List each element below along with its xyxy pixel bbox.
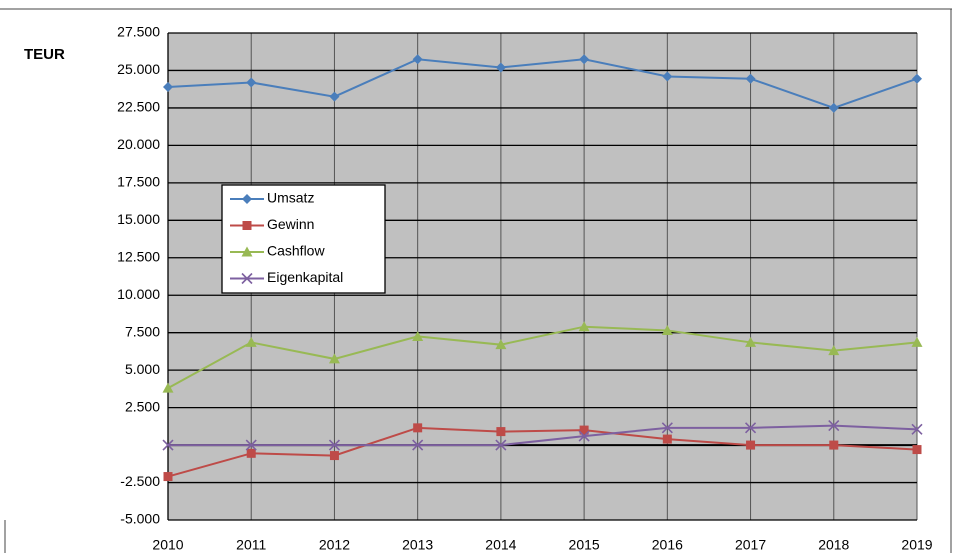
- legend: Umsatz Gewinn Cashflow Eigenkapital: [221, 184, 386, 294]
- data-point: [828, 102, 839, 113]
- y-tick-label: 25.000: [117, 61, 160, 77]
- x-tick-label: 2016: [652, 537, 683, 553]
- data-point: [578, 430, 590, 442]
- series-line: [167, 426, 918, 478]
- data-point: [744, 422, 757, 434]
- x-tick-label: 2013: [402, 537, 433, 553]
- legend-box: [221, 184, 386, 294]
- y-tick-label: 17.500: [117, 174, 160, 190]
- x-tick-label: 2019: [901, 537, 932, 553]
- x-tick-label: 2017: [735, 537, 766, 553]
- y-tick-label: -5.000: [120, 511, 160, 527]
- data-point: [579, 54, 590, 65]
- legend-marker: [242, 221, 252, 230]
- data-point: [912, 73, 922, 84]
- data-point: [578, 321, 590, 332]
- data-point: [661, 324, 673, 335]
- legend-label: Cashflow: [267, 243, 325, 259]
- legend-marker: [241, 272, 253, 285]
- y-tick-label: 7.500: [125, 323, 160, 339]
- legend-marker: [241, 246, 253, 257]
- data-point: [329, 451, 339, 461]
- x-tick-label: 2015: [569, 537, 600, 553]
- data-point: [328, 353, 340, 364]
- data-point: [412, 439, 424, 451]
- data-point: [911, 423, 923, 435]
- data-point: [412, 330, 424, 341]
- y-tick-label: 2.500: [125, 398, 160, 414]
- data-point: [745, 73, 756, 84]
- y-tick-label: 22.500: [117, 99, 160, 115]
- data-point: [328, 439, 341, 451]
- x-tick-label: 2011: [236, 537, 266, 553]
- y-tick-label: 27.500: [117, 24, 160, 40]
- legend-label: Umsatz: [267, 190, 314, 206]
- data-point: [163, 81, 173, 92]
- data-point: [496, 427, 506, 437]
- y-axis-label: TEUR: [24, 46, 65, 63]
- legend-label: Gewinn: [267, 216, 314, 232]
- data-point: [245, 439, 257, 451]
- data-point: [745, 336, 757, 347]
- data-point: [412, 54, 423, 65]
- series-line: [167, 58, 918, 109]
- data-point: [495, 339, 507, 350]
- data-point: [495, 62, 506, 73]
- data-point: [246, 448, 256, 458]
- data-point: [829, 440, 839, 450]
- y-tick-label: 5.000: [125, 361, 160, 377]
- data-point: [329, 91, 340, 102]
- data-point: [662, 71, 673, 82]
- y-tick-label: -2.500: [120, 473, 160, 489]
- data-point: [662, 434, 672, 444]
- data-point: [828, 345, 840, 356]
- data-point: [911, 336, 923, 347]
- data-point: [162, 382, 174, 393]
- data-point: [828, 420, 840, 432]
- x-tick-label: 2018: [818, 537, 849, 553]
- data-point: [413, 423, 423, 433]
- data-point: [245, 336, 257, 347]
- y-tick-label: 15.000: [117, 211, 160, 227]
- data-point: [912, 445, 922, 455]
- data-point: [579, 425, 589, 435]
- series-line: [167, 325, 918, 390]
- data-point: [746, 440, 756, 450]
- data-point: [163, 472, 173, 482]
- legend-marker: [242, 194, 252, 204]
- data-point: [661, 422, 673, 434]
- x-tick-label: 2012: [319, 537, 350, 553]
- x-tick-label: 2014: [485, 537, 516, 553]
- data-point: [246, 77, 257, 88]
- y-tick-label: 12.500: [117, 248, 160, 264]
- legend-label: Eigenkapital: [267, 269, 343, 285]
- y-tick-label: 10.000: [117, 286, 160, 302]
- data-point: [495, 439, 507, 451]
- series-line: [168, 424, 918, 447]
- data-point: [162, 439, 174, 451]
- x-tick-label: 2010: [152, 537, 183, 553]
- y-tick-label: 20.000: [117, 136, 160, 152]
